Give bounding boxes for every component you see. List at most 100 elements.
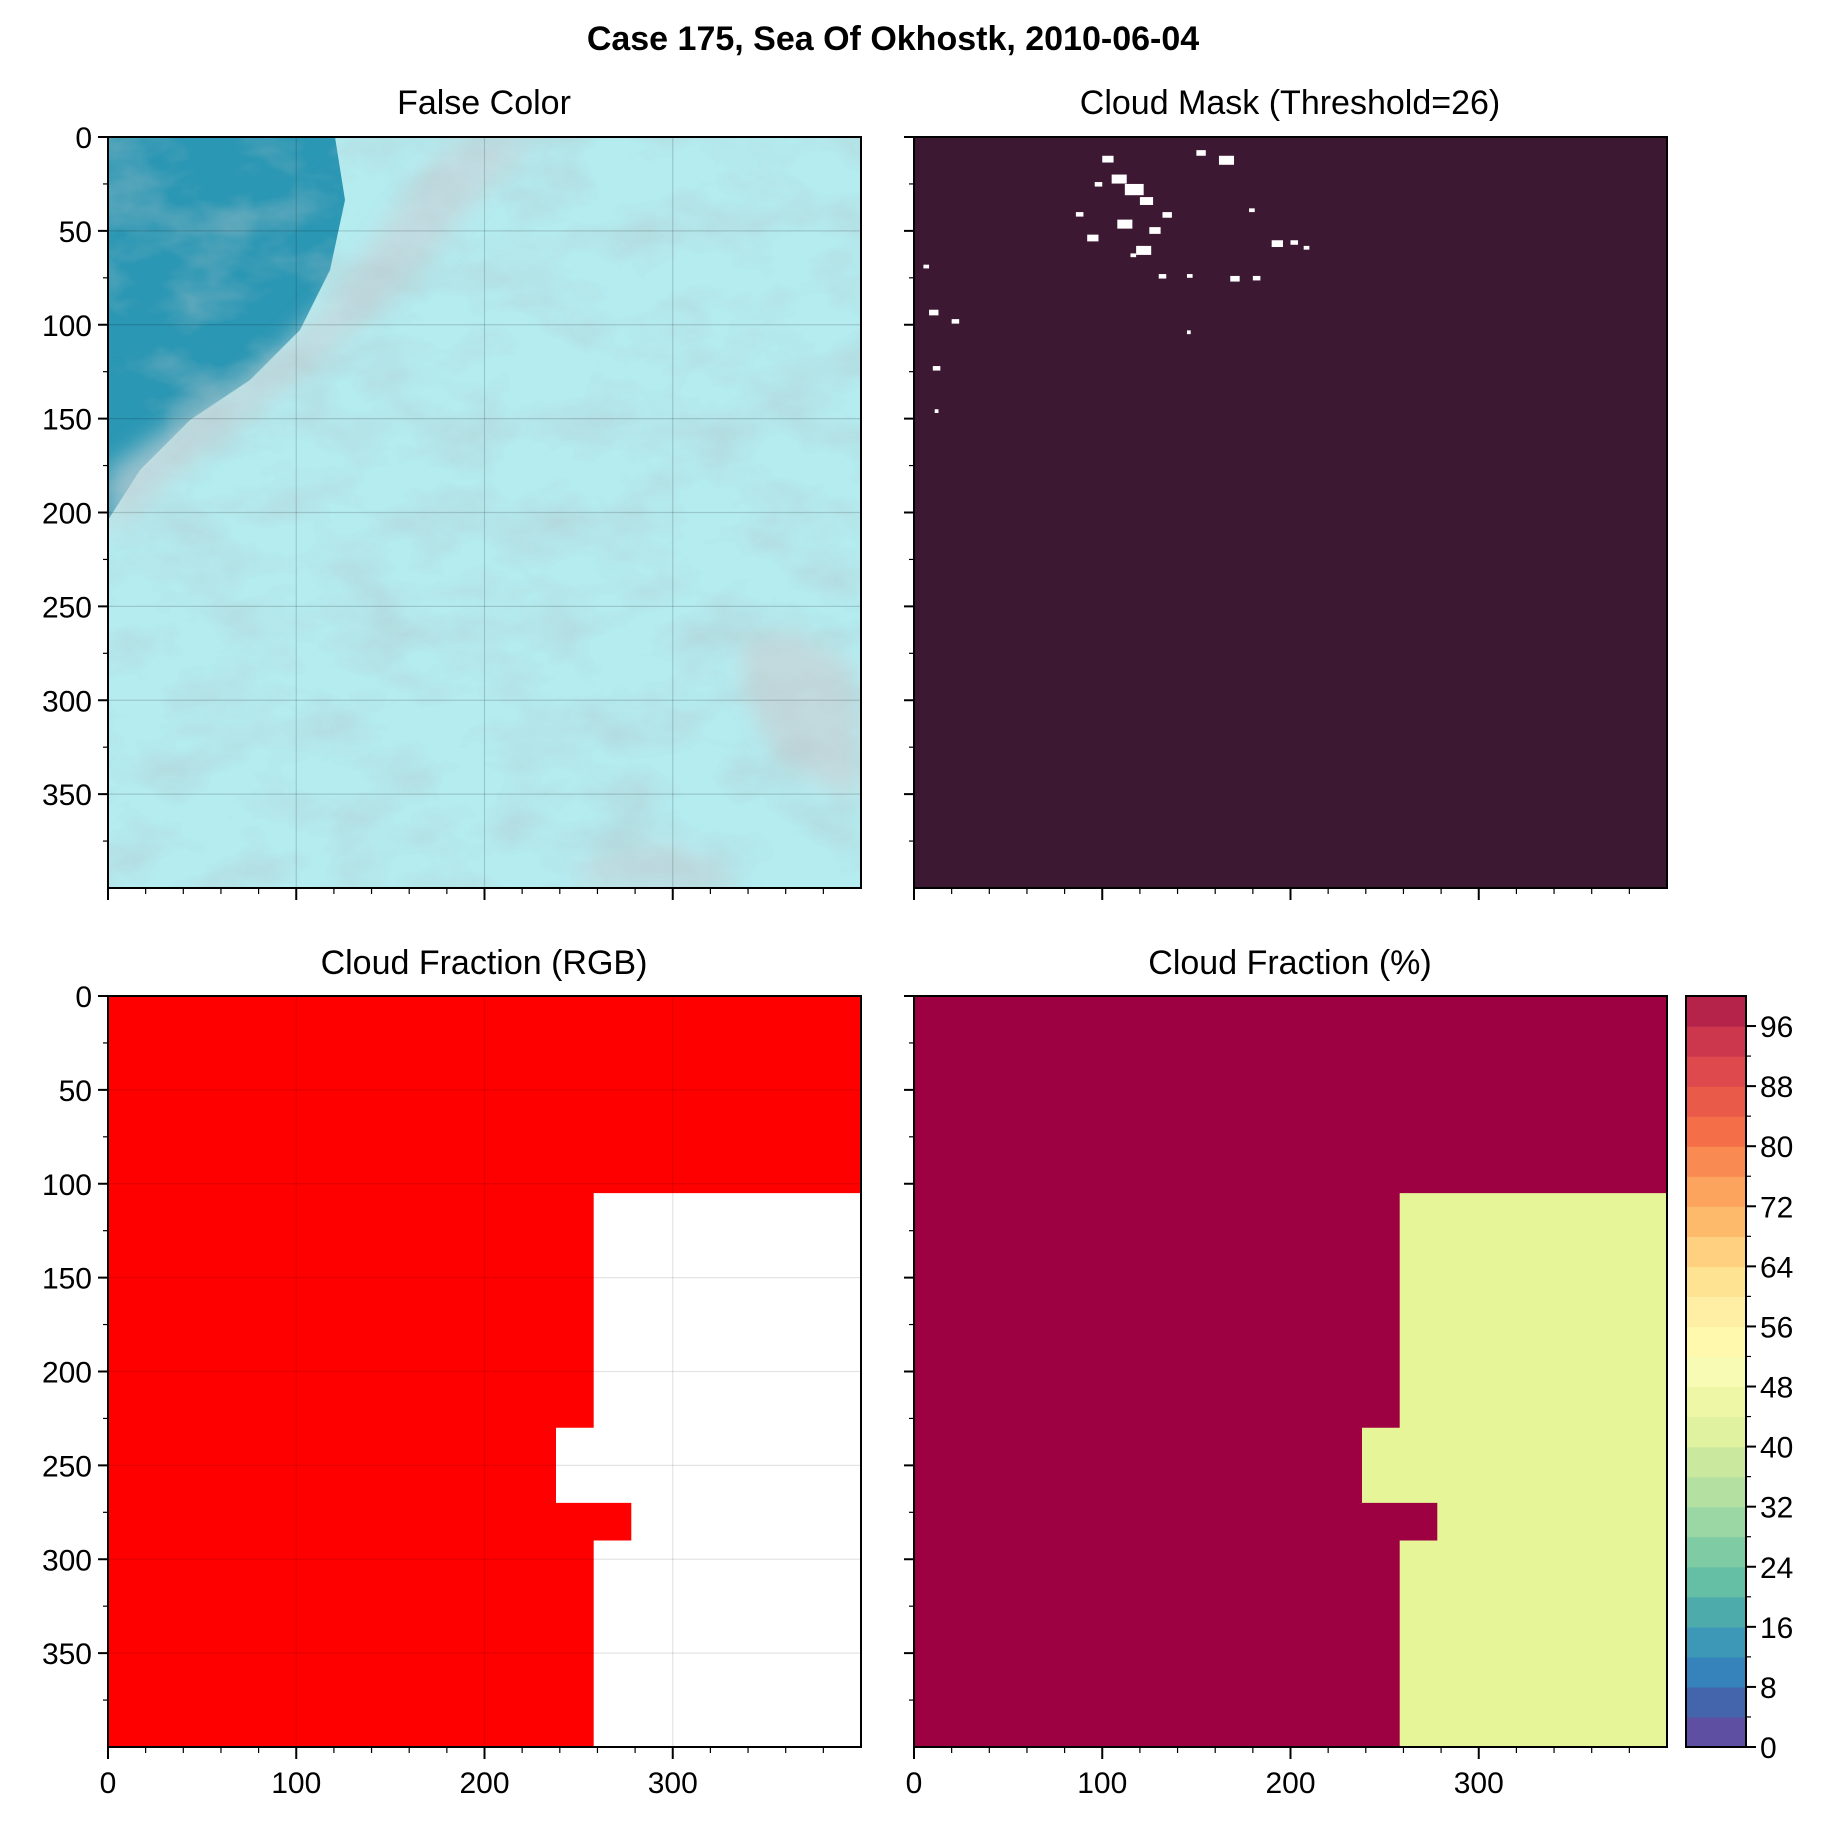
cloud-pixel-5	[1075, 212, 1084, 217]
cloud-pixel-12	[1218, 155, 1235, 165]
panel-d-xtick-label-100: 100	[1077, 1767, 1127, 1800]
panel-d-xtick-label-300: 300	[1454, 1767, 1504, 1800]
cloud-mask-panel	[914, 137, 1667, 888]
false-color-gridlines	[108, 137, 861, 888]
cloud-pixel-4	[1139, 197, 1154, 205]
axes-decorations: 0 50 100 150 200 250 300 350 0 50 100 150 200 250 300 3…	[42, 122, 1668, 1800]
panel-c-ytick-label-250: 250	[42, 1450, 92, 1483]
panel-c-ytick-label-50: 50	[59, 1075, 92, 1108]
rgb-clear-region	[556, 1193, 861, 1747]
panel-c-xtick-label-200: 200	[459, 1767, 509, 1800]
colorbar-level-68	[1686, 1206, 1746, 1237]
colorbar-tick-label-8: 8	[1760, 1672, 1777, 1705]
cloud-pixel-26	[934, 409, 939, 413]
cloud-pixel-23	[951, 319, 960, 324]
colorbar-level-84	[1686, 1086, 1746, 1117]
colorbar-level-28	[1686, 1506, 1746, 1538]
cloud-pixel-15	[1290, 240, 1299, 245]
colorbar-level-24	[1686, 1536, 1746, 1568]
colorbar-level-44	[1686, 1386, 1746, 1418]
cloud-pixel-16	[1130, 253, 1137, 258]
cloud-pixel-27	[1186, 330, 1191, 335]
cloud-mask-cloud-pixels	[923, 150, 1310, 413]
panel-title-false-color: False Color	[397, 84, 571, 122]
colorbar-level-88	[1686, 1056, 1746, 1087]
panel-title-cloud-fraction-rgb: Cloud Fraction (RGB)	[321, 944, 648, 982]
colorbar-level-8	[1686, 1656, 1746, 1688]
colorbar-level-12	[1686, 1626, 1746, 1658]
false-color-texture	[108, 137, 861, 888]
colorbar-tick-label-24: 24	[1760, 1552, 1793, 1585]
panel-title-cloud-mask: Cloud Mask (Threshold=26)	[1080, 84, 1500, 122]
panel-c-ytick-label-350: 350	[42, 1638, 92, 1671]
colorbar-level-36	[1686, 1446, 1746, 1478]
panel-c-ytick-label-100: 100	[42, 1169, 92, 1202]
colorbar-level-40	[1686, 1416, 1746, 1448]
panel-c-ytick-label-0: 0	[75, 981, 92, 1014]
colorbar-tick-label-80: 80	[1760, 1131, 1793, 1164]
cloud-pixel-2	[1124, 183, 1144, 196]
pct-clear-region	[1362, 1193, 1667, 1747]
false-color-panel	[108, 137, 861, 888]
cloud-pixel-9	[1149, 227, 1161, 234]
colorbar-tick-label-16: 16	[1760, 1612, 1793, 1645]
colorbar-level-56	[1686, 1296, 1746, 1328]
figure-title: Case 175, Sea Of Okhostk, 2010-06-04	[587, 20, 1199, 58]
cloud-pixel-3	[1094, 182, 1103, 187]
colorbar: 0 8 16 24 32 40 48 56 64 72 80 88 96	[1685, 995, 1793, 1765]
cloud-pixel-19	[1230, 275, 1240, 282]
panel-c-xtick-label-0: 0	[100, 1767, 117, 1800]
panel-title-cloud-fraction-pct: Cloud Fraction (%)	[1148, 944, 1431, 982]
colorbar-tick-label-0: 0	[1760, 1732, 1777, 1765]
cloud-pixel-25	[932, 366, 941, 371]
colorbar-level-20	[1686, 1566, 1746, 1598]
panel-d-xtick-label-200: 200	[1265, 1767, 1315, 1800]
colorbar-level-64	[1686, 1236, 1746, 1267]
colorbar-frame	[1685, 995, 1747, 1748]
colorbar-tick-label-64: 64	[1760, 1251, 1793, 1284]
panel-a-ytick-label-100: 100	[42, 310, 92, 343]
colorbar-tick-label-72: 72	[1760, 1191, 1793, 1224]
colorbar-level-48	[1686, 1356, 1746, 1388]
cloud-pixel-17	[1158, 274, 1167, 279]
panel-c-ytick-label-300: 300	[42, 1544, 92, 1577]
colorbar-level-96	[1686, 996, 1746, 1027]
cloud-pixel-14	[1271, 240, 1283, 248]
cloud-fraction-rgb-panel	[108, 996, 861, 1747]
panel-a-ytick-label-300: 300	[42, 685, 92, 718]
panel-a-ytick-label-250: 250	[42, 591, 92, 624]
panel-c-xtick-label-100: 100	[271, 1767, 321, 1800]
colorbar-level-0	[1686, 1716, 1746, 1748]
colorbar-level-4	[1686, 1686, 1746, 1718]
colorbar-tick-label-40: 40	[1760, 1432, 1793, 1465]
colorbar-level-32	[1686, 1476, 1746, 1508]
panel-a-ytick-label-200: 200	[42, 498, 92, 531]
panel-a-ytick-label-350: 350	[42, 779, 92, 812]
cloud-pixel-20	[1252, 275, 1261, 281]
cloud-pixel-13	[1249, 208, 1255, 213]
cloud-fraction-pct-panel	[914, 996, 1667, 1747]
panel-c-ytick-label-200: 200	[42, 1357, 92, 1390]
rgb-gridlines	[108, 996, 861, 1747]
panel-c-xtick-label-300: 300	[648, 1767, 698, 1800]
colorbar-level-60	[1686, 1266, 1746, 1297]
cloud-mask-clear-area	[914, 137, 1667, 888]
colorbar-tick-label-88: 88	[1760, 1071, 1793, 1104]
panel-c-ytick-label-150: 150	[42, 1263, 92, 1296]
cloud-pixel-22	[929, 309, 939, 316]
colorbar-tick-label-96: 96	[1760, 1011, 1793, 1044]
colorbar-level-52	[1686, 1326, 1746, 1358]
colorbar-level-92	[1686, 1026, 1746, 1057]
panel-a-ytick-label-0: 0	[75, 122, 92, 155]
cloud-pixel-7	[1087, 234, 1099, 242]
colorbar-level-72	[1686, 1176, 1746, 1207]
colorbar-level-76	[1686, 1146, 1746, 1177]
panel-a-ytick-label-150: 150	[42, 404, 92, 437]
colorbar-level-80	[1686, 1116, 1746, 1147]
colorbar-tick-label-56: 56	[1760, 1311, 1793, 1344]
colorbar-tick-label-32: 32	[1760, 1492, 1793, 1525]
colorbar-level-16	[1686, 1596, 1746, 1628]
colorbar-tick-label-48: 48	[1760, 1372, 1793, 1405]
cloud-pixel-1	[1111, 174, 1127, 184]
